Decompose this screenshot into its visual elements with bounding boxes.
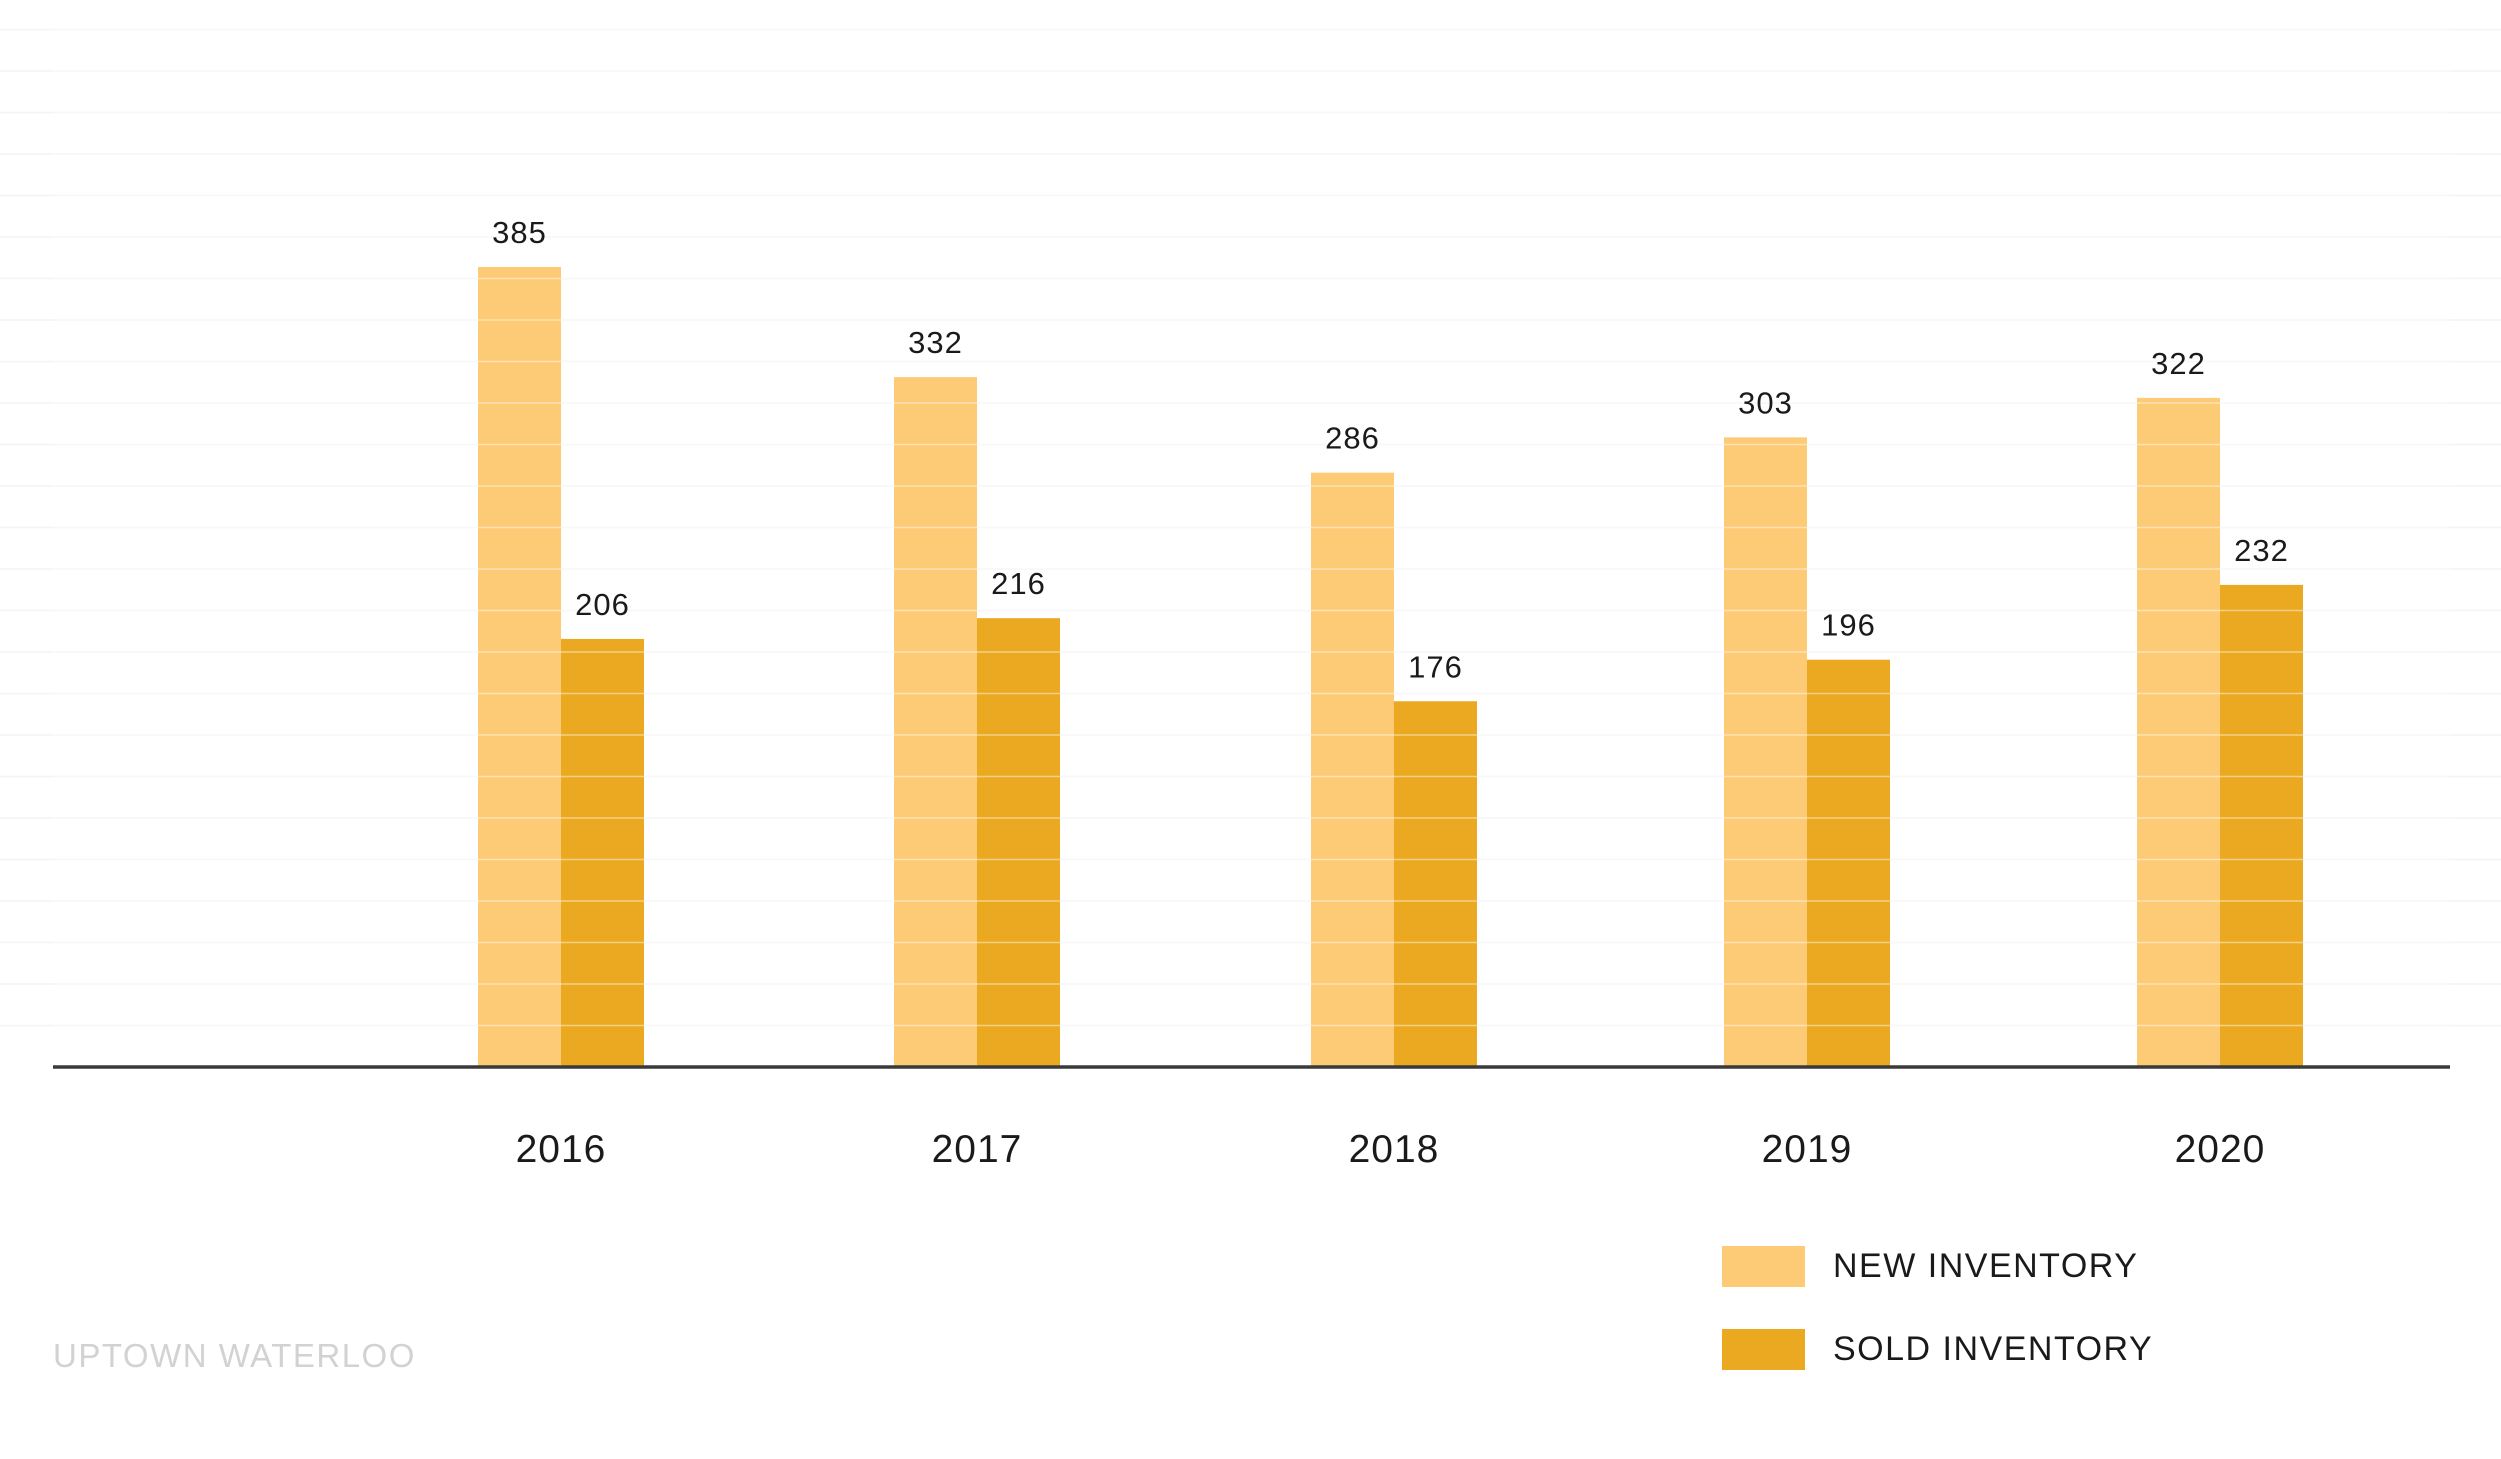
data-label-sold-inventory-2019: 196 [1821,608,1876,643]
category-label-2020: 2020 [2175,1128,2266,1171]
data-label-sold-inventory-2016: 206 [575,587,630,622]
category-label-2016: 2016 [516,1128,607,1171]
data-label-new-inventory-2016: 385 [492,215,547,250]
data-labels: 385 206 332 216 286 176 303 196 322 232 [492,215,2289,684]
data-label-sold-inventory-2017: 216 [991,566,1046,601]
bar-gridline-overlay [53,28,2450,1027]
category-label-2019: 2019 [1762,1128,1853,1171]
data-label-new-inventory-2019: 303 [1738,385,1793,420]
legend: NEW INVENTORY SOLD INVENTORY [1722,1244,2153,1410]
category-label-2017: 2017 [932,1128,1023,1171]
category-labels: 2016 2017 2018 2019 2020 [516,1128,2266,1171]
category-label-2018: 2018 [1349,1128,1440,1171]
bar-new-inventory-2020 [2137,397,2220,1067]
legend-swatch-new-inventory [1722,1245,1805,1287]
bar-new-inventory-2016 [478,266,561,1068]
watermark: UPTOWN WATERLOO [53,1337,416,1374]
bar-sold-inventory-2018 [1394,701,1477,1067]
data-label-new-inventory-2017: 332 [908,325,963,360]
data-label-new-inventory-2020: 322 [2151,346,2206,381]
bar-new-inventory-2018 [1311,472,1394,1067]
bar-sold-inventory-2019 [1807,659,1890,1067]
data-label-sold-inventory-2018: 176 [1408,649,1463,684]
bar-sold-inventory-2016 [561,638,644,1067]
legend-item-new-inventory: NEW INVENTORY [1722,1244,2153,1288]
bar-sold-inventory-2017 [977,618,1060,1067]
bars [478,266,2303,1068]
data-label-sold-inventory-2020: 232 [2234,533,2289,568]
legend-item-sold-inventory: SOLD INVENTORY [1722,1327,2153,1371]
bar-new-inventory-2017 [894,377,977,1067]
bar-sold-inventory-2020 [2220,584,2303,1067]
gridlines [0,28,2501,1027]
legend-label-sold-inventory: SOLD INVENTORY [1833,1329,2154,1368]
legend-swatch-sold-inventory [1722,1328,1805,1370]
bar-new-inventory-2019 [1724,437,1807,1068]
legend-label-new-inventory: NEW INVENTORY [1833,1246,2139,1285]
data-label-new-inventory-2018: 286 [1325,421,1380,456]
